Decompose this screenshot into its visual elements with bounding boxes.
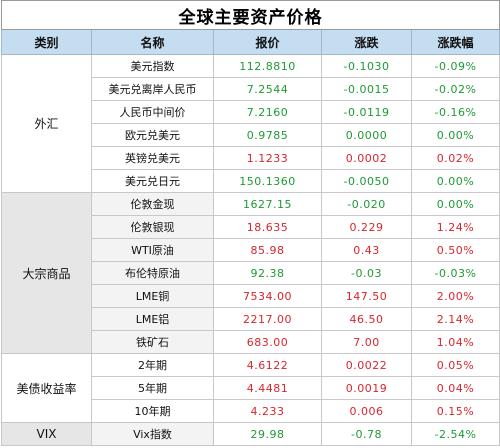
header-change: 涨跌 xyxy=(321,29,412,55)
price-cell: 112.8810 xyxy=(213,54,322,78)
change-pct-cell: 2.00% xyxy=(411,284,500,308)
table-row: 大宗商品 伦敦金现 1627.15 -0.020 0.00% xyxy=(1,192,500,354)
price-cell: 150.1360 xyxy=(213,169,322,193)
change-cell: 0.43 xyxy=(321,238,412,262)
change-cell: 0.006 xyxy=(321,399,412,423)
price-cell: 29.98 xyxy=(213,422,322,446)
table-row: 伦敦银现 18.635 0.229 1.24% xyxy=(2,215,500,239)
change-pct-cell: -0.16% xyxy=(411,100,500,124)
change-cell: -0.78 xyxy=(321,422,412,446)
change-pct-cell: -0.02% xyxy=(411,77,500,101)
name-cell: 美元兑离岸人民币 xyxy=(91,77,214,101)
header-price: 报价 xyxy=(213,29,322,55)
name-cell: 美元指数 xyxy=(91,54,214,78)
table-row: LME铝 2217.00 46.50 2.14% xyxy=(2,307,500,331)
name-cell: 10年期 xyxy=(91,399,214,423)
name-cell: LME铝 xyxy=(91,307,214,331)
price-cell: 7.2544 xyxy=(213,77,322,101)
group-us-treasury-yields-category-cell: 美债收益率 xyxy=(1,353,92,423)
table-row: VIX Vix指数 29.98 -0.78 -2.54% xyxy=(1,422,500,446)
price-cell: 1.1233 xyxy=(213,146,322,170)
change-pct-cell: 0.00% xyxy=(411,169,500,193)
table-body: 外汇 美元指数 112.8810 -0.1030 -0.09% 美元兑离岸人民币 7.254… xyxy=(1,54,500,446)
group-forex-category-cell: 外汇 xyxy=(1,54,92,193)
name-cell: 伦敦金现 xyxy=(91,192,214,216)
change-cell: -0.0050 xyxy=(321,169,412,193)
table-row: 英镑兑美元 1.1233 0.0002 0.02% xyxy=(2,146,500,170)
change-cell: 147.50 xyxy=(321,284,412,308)
name-cell: 人民币中间价 xyxy=(91,100,214,124)
table-row: 铁矿石 683.00 7.00 1.04% xyxy=(2,330,500,354)
change-pct-cell: 1.24% xyxy=(411,215,500,239)
price-cell: 4.233 xyxy=(213,399,322,423)
price-cell: 1627.15 xyxy=(213,192,322,216)
price-cell: 92.38 xyxy=(213,261,322,285)
table-row: 布伦特原油 92.38 -0.03 -0.03% xyxy=(2,261,500,285)
group-vix-category-cell: VIX xyxy=(1,422,92,446)
price-cell: 4.6122 xyxy=(213,353,322,377)
name-cell: 英镑兑美元 xyxy=(91,146,214,170)
price-cell: 4.4481 xyxy=(213,376,322,400)
price-cell: 0.9785 xyxy=(213,123,322,147)
table-row: 10年期 4.233 0.006 0.15% xyxy=(2,399,500,423)
price-cell: 18.635 xyxy=(213,215,322,239)
change-pct-cell: 0.02% xyxy=(411,146,500,170)
change-cell: 46.50 xyxy=(321,307,412,331)
change-cell: 7.00 xyxy=(321,330,412,354)
price-cell: 85.98 xyxy=(213,238,322,262)
change-pct-cell: 0.05% xyxy=(411,353,500,377)
price-cell: 7534.00 xyxy=(213,284,322,308)
change-pct-cell: 0.50% xyxy=(411,238,500,262)
name-cell: 欧元兑美元 xyxy=(91,123,214,147)
name-cell: 2年期 xyxy=(91,353,214,377)
name-cell: 布伦特原油 xyxy=(91,261,214,285)
table-row: 美元兑离岸人民币 7.2544 -0.0015 -0.02% xyxy=(2,77,500,101)
change-cell: -0.0015 xyxy=(321,77,412,101)
change-pct-cell: 2.14% xyxy=(411,307,500,331)
change-pct-cell: 1.04% xyxy=(411,330,500,354)
table-row: 欧元兑美元 0.9785 0.0000 0.00% xyxy=(2,123,500,147)
name-cell: 铁矿石 xyxy=(91,330,214,354)
header-name: 名称 xyxy=(91,29,214,55)
change-cell: 0.0000 xyxy=(321,123,412,147)
change-pct-cell: 0.04% xyxy=(411,376,500,400)
header-change-pct: 涨跌幅 xyxy=(411,29,500,55)
name-cell: 5年期 xyxy=(91,376,214,400)
name-cell: 伦敦银现 xyxy=(91,215,214,239)
change-cell: 0.0022 xyxy=(321,353,412,377)
change-cell: -0.1030 xyxy=(321,54,412,78)
table-row: 美元兑日元 150.1360 -0.0050 0.00% xyxy=(2,169,500,193)
change-cell: 0.229 xyxy=(321,215,412,239)
name-cell: Vix指数 xyxy=(91,422,214,446)
change-cell: -0.020 xyxy=(321,192,412,216)
header-row: 类别 名称 报价 涨跌 涨跌幅 xyxy=(1,29,500,55)
price-cell: 2217.00 xyxy=(213,307,322,331)
change-cell: 0.0002 xyxy=(321,146,412,170)
table-row: WTI原油 85.98 0.43 0.50% xyxy=(2,238,500,262)
name-cell: 美元兑日元 xyxy=(91,169,214,193)
header-category: 类别 xyxy=(1,29,92,55)
table-title: 全球主要资产价格 xyxy=(1,0,500,30)
change-cell: 0.0019 xyxy=(321,376,412,400)
change-pct-cell: 0.00% xyxy=(411,123,500,147)
group-commodities-category-cell: 大宗商品 xyxy=(1,192,92,354)
table-row: 外汇 美元指数 112.8810 -0.1030 -0.09% xyxy=(1,54,500,193)
name-cell: LME铜 xyxy=(91,284,214,308)
change-pct-cell: -0.09% xyxy=(411,54,500,78)
change-cell: -0.03 xyxy=(321,261,412,285)
change-pct-cell: 0.15% xyxy=(411,399,500,423)
change-pct-cell: 0.00% xyxy=(411,192,500,216)
name-cell: WTI原油 xyxy=(91,238,214,262)
change-pct-cell: -0.03% xyxy=(411,261,500,285)
price-cell: 683.00 xyxy=(213,330,322,354)
table-row: 5年期 4.4481 0.0019 0.04% xyxy=(2,376,500,400)
change-cell: -0.0119 xyxy=(321,100,412,124)
price-cell: 7.2160 xyxy=(213,100,322,124)
change-pct-cell: -2.54% xyxy=(411,422,500,446)
table-row: 美债收益率 2年期 4.6122 0.0022 0.05% xyxy=(1,353,500,423)
